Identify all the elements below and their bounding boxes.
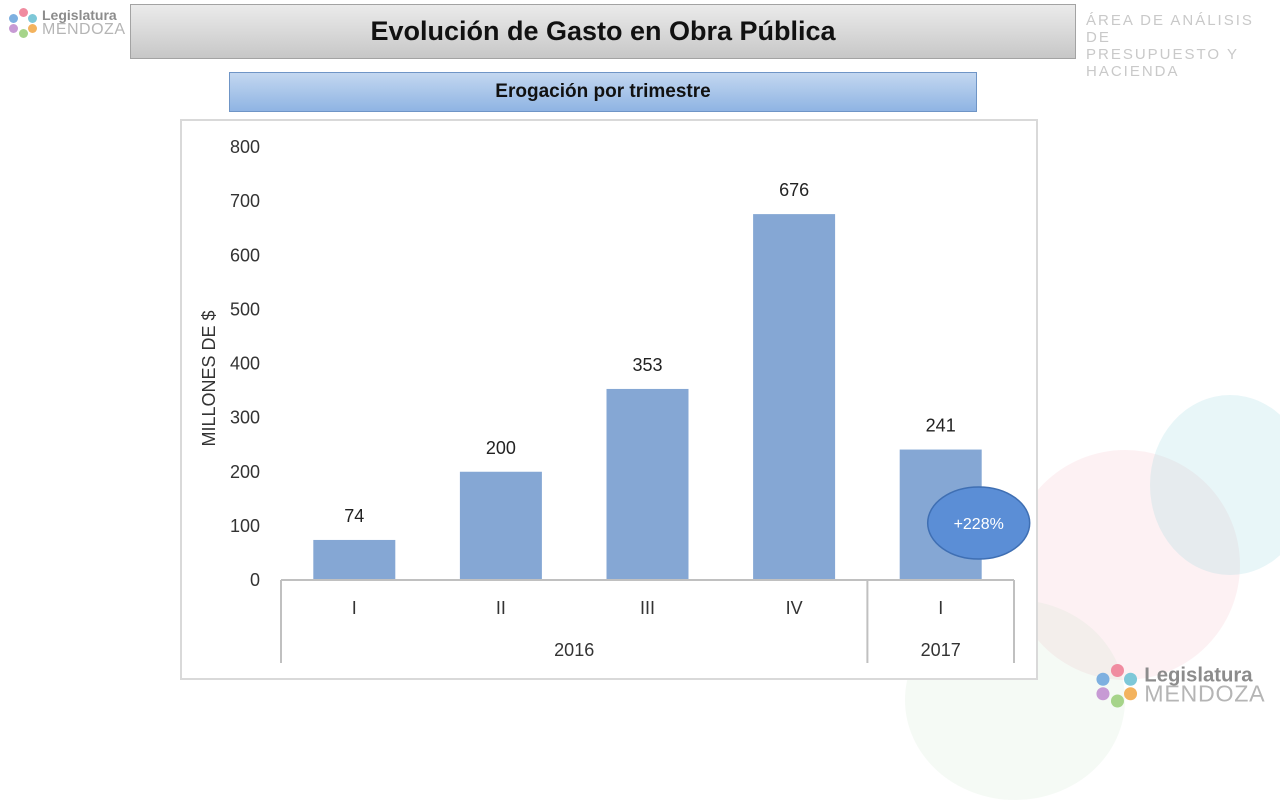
bar-chart: 0 100 200 300 400 500 600 700 800 MILLONES DE $ 74… [199, 137, 1031, 663]
y-tick-label: 500 [230, 299, 260, 319]
bar [313, 539, 396, 580]
data-label: 200 [486, 438, 516, 458]
y-tick-label: 200 [230, 462, 260, 482]
chart-subtitle: Erogación por trimestre [229, 72, 977, 112]
y-tick-label: 300 [230, 408, 260, 428]
logo-line1: Legislatura [42, 7, 117, 23]
logo-line1: Legislatura [1144, 662, 1253, 686]
annotation-bubble [926, 486, 1031, 560]
background-decoration [1010, 450, 1240, 680]
x-group-label: 2016 [554, 640, 594, 660]
y-tick-label: 700 [230, 191, 260, 211]
bar [606, 388, 689, 580]
bar [459, 471, 542, 580]
data-label: 676 [779, 180, 809, 200]
data-label: 241 [926, 416, 956, 436]
y-tick-label: 600 [230, 245, 260, 265]
x-tick-label: I [938, 598, 943, 618]
background-decoration [1150, 395, 1280, 575]
logo-line2: MENDOZA [42, 21, 126, 38]
x-tick-label: I [352, 598, 357, 618]
department-label: ÁREA DE ANÁLISIS DE PRESUPUESTO Y HACIEN… [1086, 12, 1276, 80]
y-tick-label: 800 [230, 137, 260, 157]
legislatura-logo-bottom: Legislatura MENDOZA [1095, 664, 1265, 708]
flower-logo-icon [1095, 664, 1139, 708]
x-group-label: 2017 [921, 640, 961, 660]
annotation-text: +228% [954, 516, 1004, 533]
data-label: 353 [632, 355, 662, 375]
department-line2: PRESUPUESTO Y HACIENDA [1086, 46, 1239, 80]
y-tick-label: 400 [230, 354, 260, 374]
flower-logo-icon [8, 8, 38, 38]
logo-line2: MENDOZA [1144, 682, 1266, 708]
y-axis-label: MILLONES DE $ [199, 310, 219, 446]
data-label: 74 [344, 506, 364, 526]
chart-frame: 0 100 200 300 400 500 600 700 800 MILLONES DE $ 74… [180, 119, 1038, 680]
page-title: Evolución de Gasto en Obra Pública [130, 4, 1076, 59]
y-tick-label: 100 [230, 516, 260, 536]
bar [753, 214, 836, 580]
y-tick-label: 0 [250, 570, 260, 590]
department-line1: ÁREA DE ANÁLISIS DE [1086, 12, 1254, 46]
x-tick-label: IV [786, 598, 803, 618]
x-tick-label: II [496, 598, 506, 618]
x-tick-label: III [640, 598, 655, 618]
legislatura-logo: Legislatura MENDOZA [8, 8, 126, 38]
